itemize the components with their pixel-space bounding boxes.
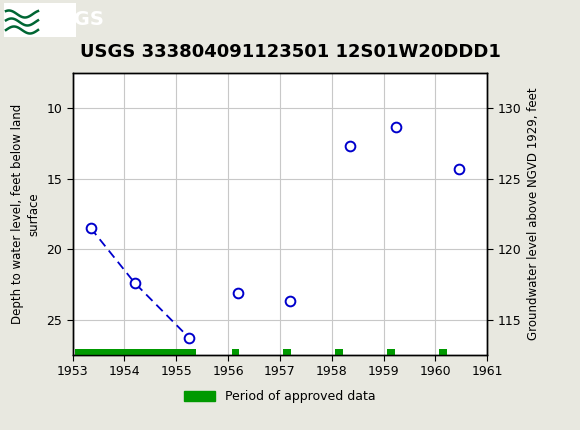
Bar: [335, 349, 343, 355]
Y-axis label: Groundwater level above NGVD 1929, feet: Groundwater level above NGVD 1929, feet: [527, 88, 540, 340]
Y-axis label: Depth to water level, feet below land
surface: Depth to water level, feet below land su…: [10, 104, 41, 324]
Bar: [387, 349, 395, 355]
Text: USGS 333804091123501 12S01W20DDD1: USGS 333804091123501 12S01W20DDD1: [79, 43, 501, 61]
Bar: [231, 349, 240, 355]
Text: USGS: USGS: [44, 10, 104, 30]
Bar: [284, 349, 291, 355]
Legend: Period of approved data: Period of approved data: [184, 390, 376, 403]
Bar: [439, 349, 447, 355]
Bar: [75, 349, 196, 355]
FancyBboxPatch shape: [4, 3, 76, 37]
